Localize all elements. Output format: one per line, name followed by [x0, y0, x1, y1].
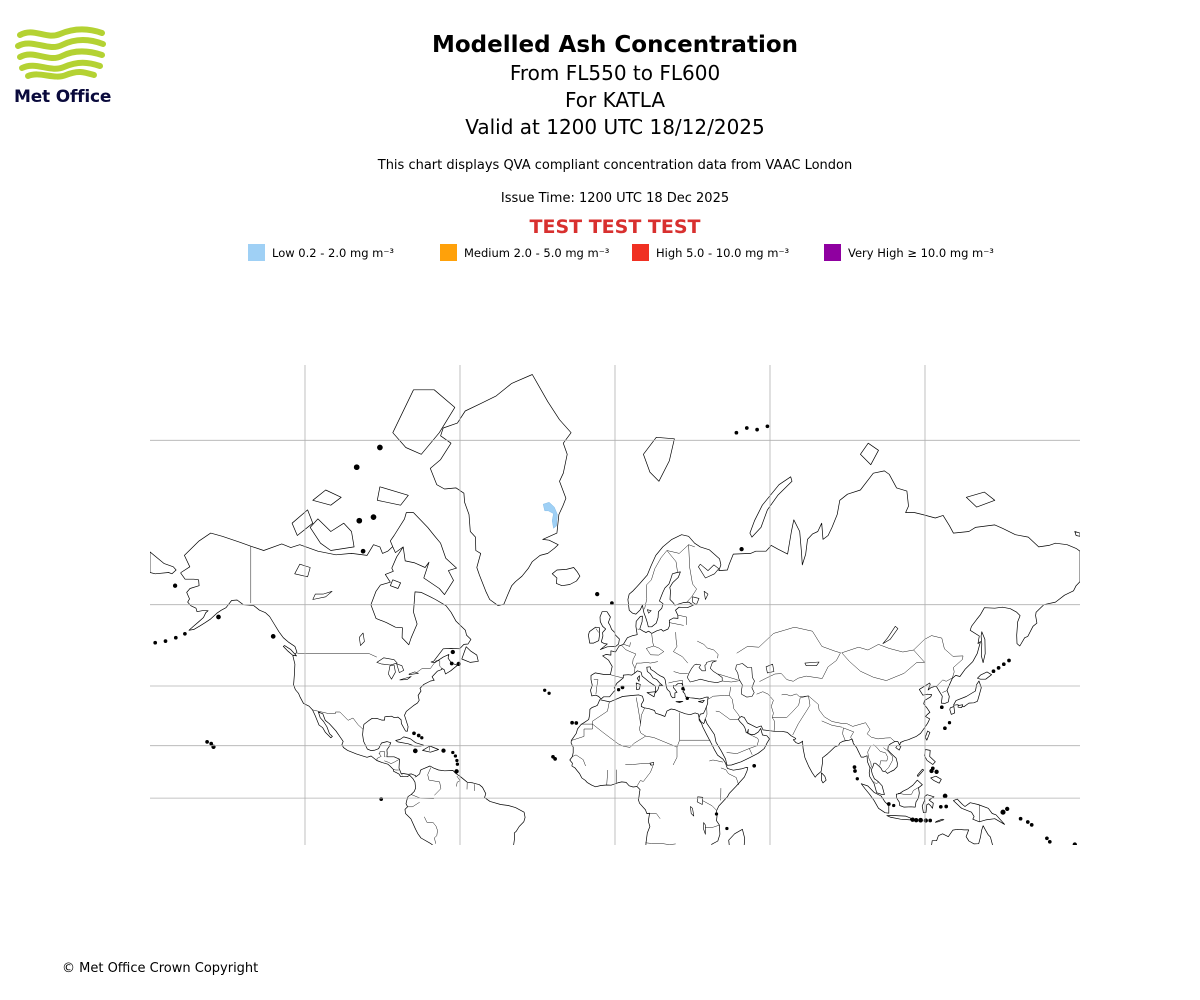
met-office-logo-text: Met Office: [14, 87, 112, 107]
subtitle-flight-levels: From FL550 to FL600: [509, 61, 721, 85]
issue-time: Issue Time: 1200 UTC 18 Dec 2025: [500, 191, 730, 206]
legend-item-low: Low 0.2 - 2.0 mg m⁻³: [248, 244, 440, 261]
ash-concentration-patch-low: [542, 502, 558, 529]
legend-swatch-very-high: [824, 244, 841, 261]
graticule-layer: [150, 365, 1080, 845]
test-banner: TEST TEST TEST: [529, 216, 701, 238]
legend-item-high: High 5.0 - 10.0 mg m⁻³: [632, 244, 824, 261]
legend-swatch-low: [248, 244, 265, 261]
legend-item-medium: Medium 2.0 - 5.0 mg m⁻³: [440, 244, 632, 261]
met-office-logo-waves: [15, 26, 106, 80]
legend-label-high: High 5.0 - 10.0 mg m⁻³: [656, 245, 790, 260]
lakes-layer: [294, 563, 899, 835]
world-map: [150, 365, 1080, 845]
legend-label-very-high: Very High ≥ 10.0 mg m⁻³: [848, 245, 994, 260]
legend-swatch-medium: [440, 244, 457, 261]
subtitle-valid-time: Valid at 1200 UTC 18/12/2025: [465, 115, 765, 139]
legend: Low 0.2 - 2.0 mg m⁻³ Medium 2.0 - 5.0 mg…: [248, 244, 1016, 261]
legend-label-medium: Medium 2.0 - 5.0 mg m⁻³: [464, 245, 610, 260]
legend-item-very-high: Very High ≥ 10.0 mg m⁻³: [824, 244, 1016, 261]
copyright: © Met Office Crown Copyright: [62, 961, 259, 976]
subtitle-volcano: For KATLA: [565, 88, 665, 112]
page-title: Modelled Ash Concentration: [431, 32, 799, 58]
title-block: Modelled Ash Concentration From FL550 to…: [150, 30, 1080, 141]
met-office-logo: Met Office: [14, 26, 134, 107]
legend-swatch-high: [632, 244, 649, 261]
qva-compliance-note: This chart displays QVA compliant concen…: [377, 158, 853, 173]
legend-label-low: Low 0.2 - 2.0 mg m⁻³: [272, 245, 395, 260]
land-layer: [150, 374, 1080, 845]
